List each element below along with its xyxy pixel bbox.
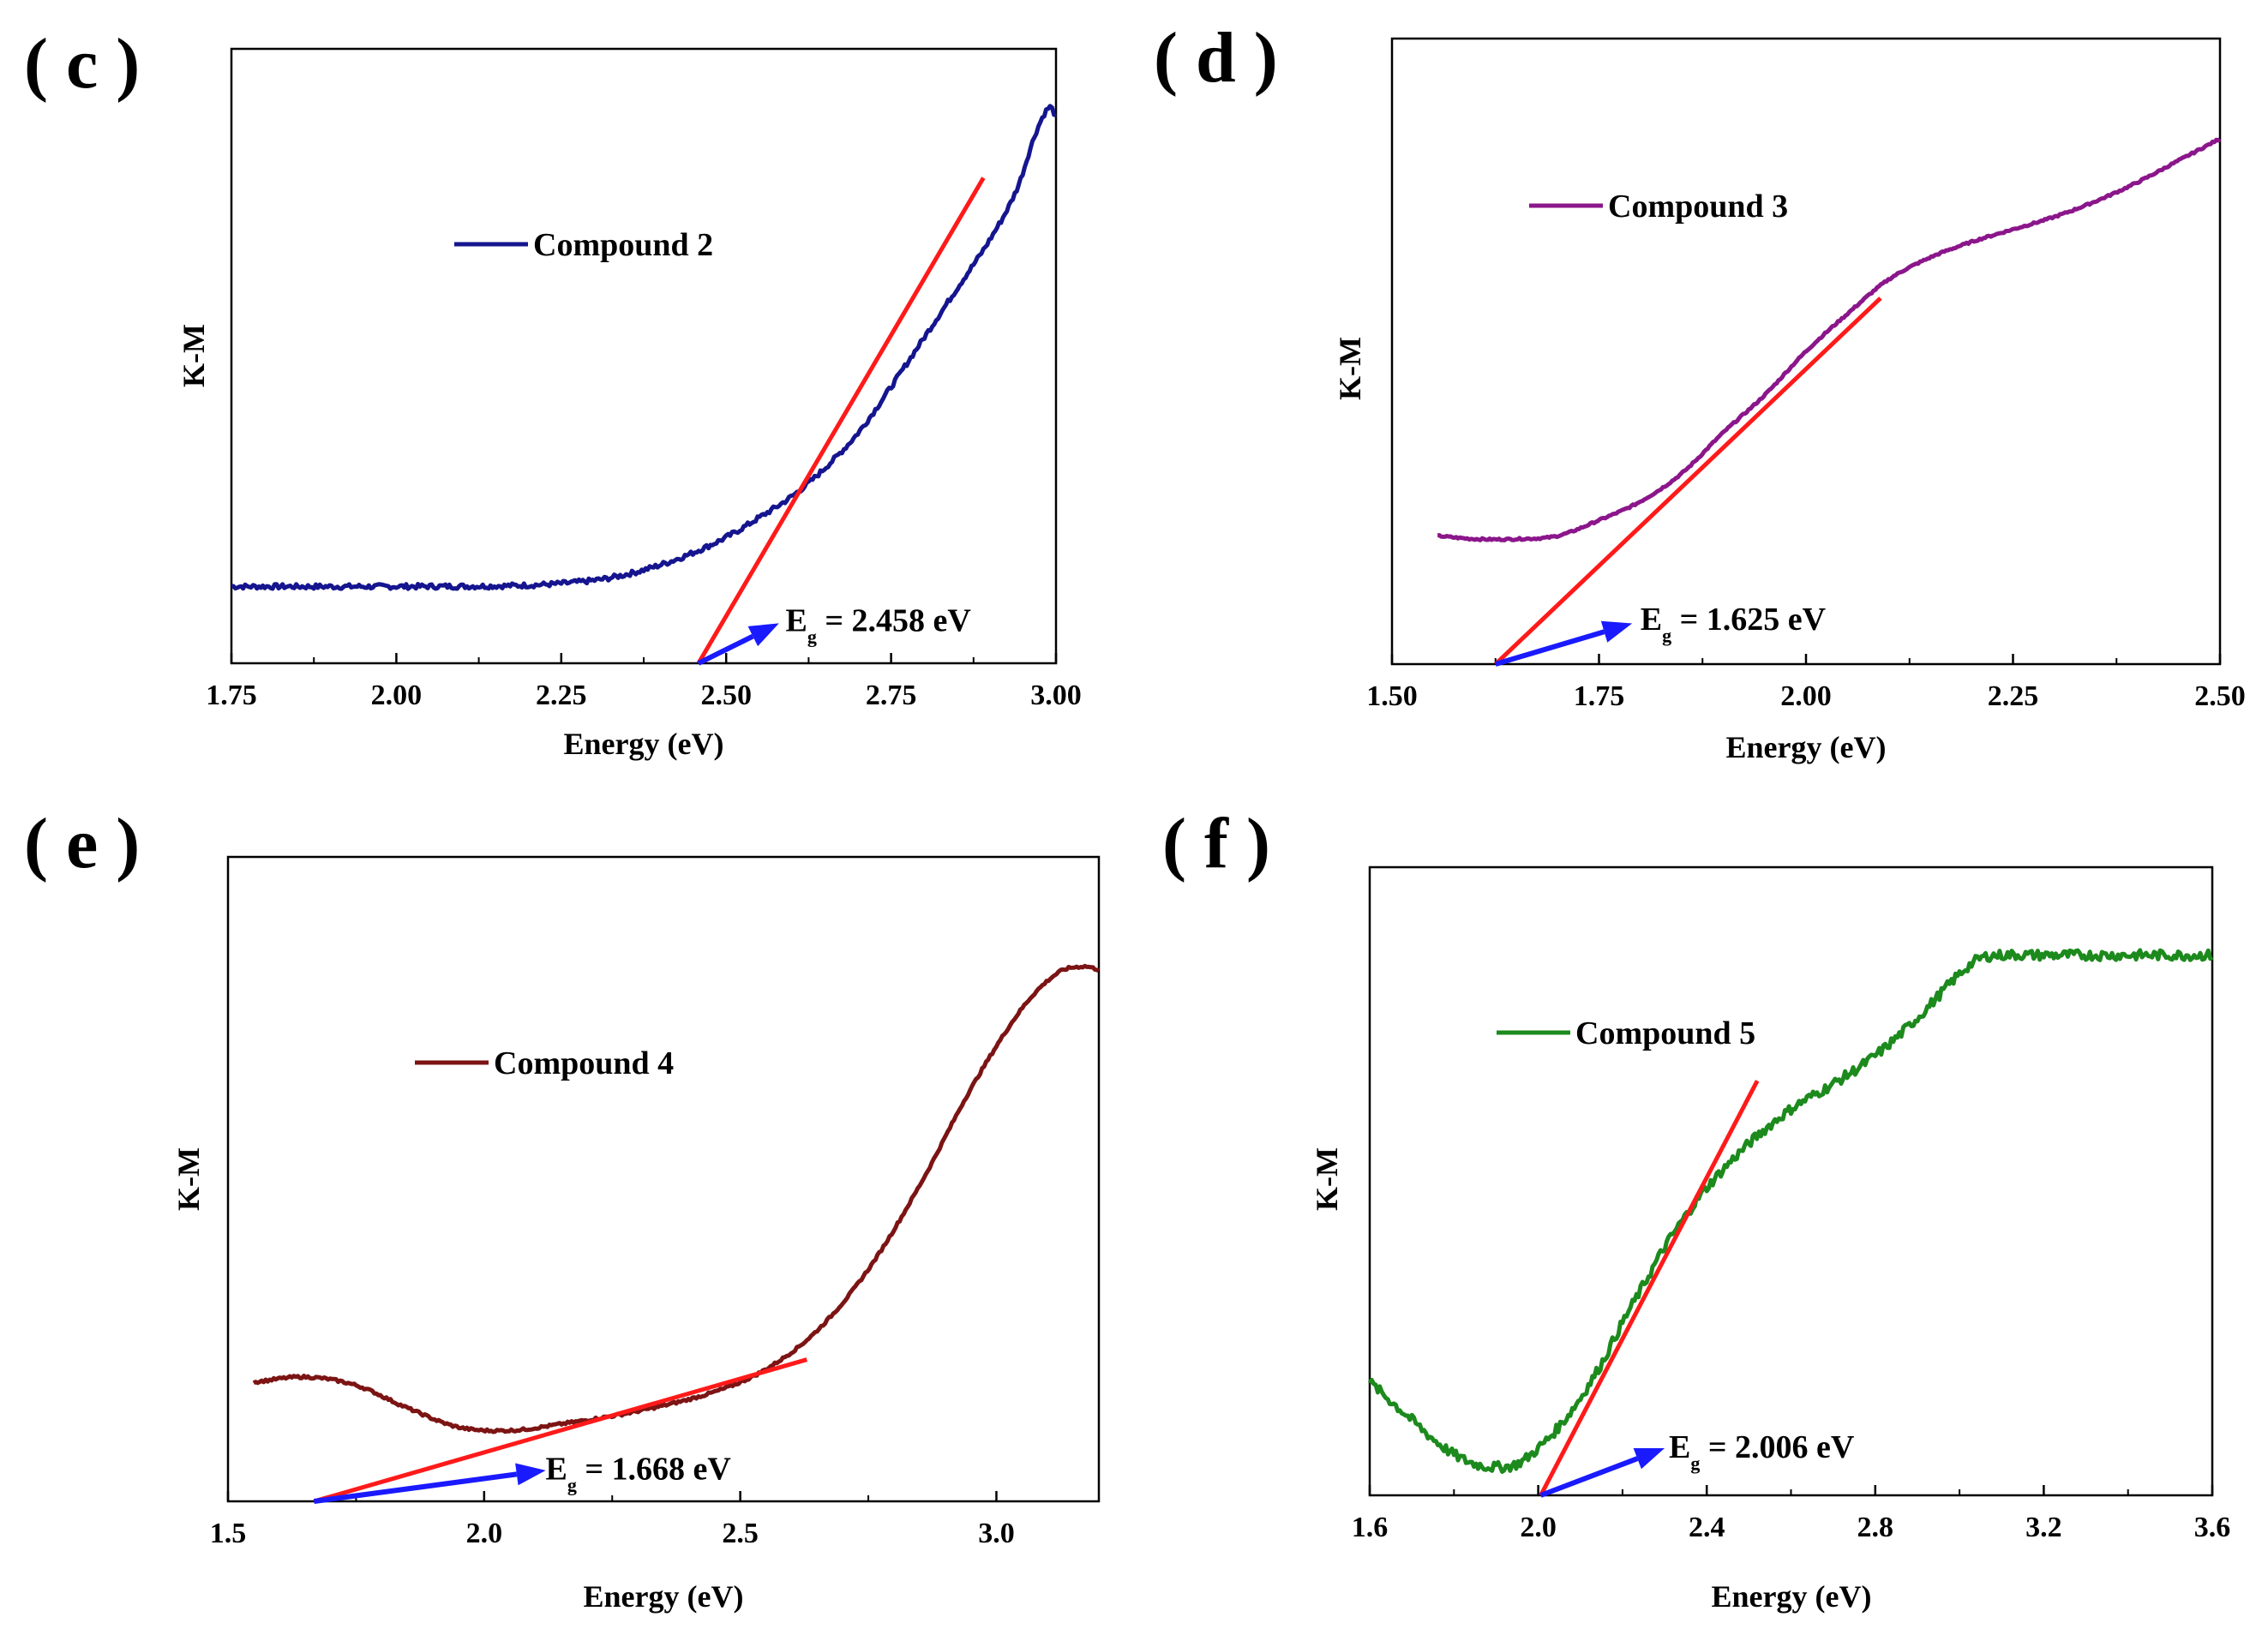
x-tick-label-c: 2.75 <box>866 680 917 711</box>
x-tick-label-d: 2.50 <box>2194 680 2246 712</box>
x-tick-label-c: 2.25 <box>536 680 587 711</box>
plot-content-f: 1.6 2.0 2.4 2.8 3.2 3.6 Eg = 2.006 eV Compound … <box>1352 948 2231 1543</box>
eg-arrow-e <box>314 1471 518 1504</box>
legend-label-e: Compound 4 <box>494 1045 674 1081</box>
x-tick-label-f: 3.2 <box>2025 1512 2062 1543</box>
tangent-line-c <box>696 177 986 665</box>
panel-f: ( f ) 1.6 2.0 2.4 2.8 3.2 3.6 Eg = 2.006 eV Com… <box>1162 804 2230 1614</box>
plot-content-d: 1.50 1.75 2.00 2.25 2.50 Eg = 1.625 eV Compoun… <box>1366 137 2246 712</box>
panel-c: ( c ) 1.75 2.00 2.25 2.50 2.75 3.00 Eg = 2.458… <box>24 24 1082 761</box>
tangent-line-e <box>313 1357 808 1504</box>
plot-frame-e <box>226 855 1101 1503</box>
x-tick-label-d: 2.00 <box>1780 680 1832 712</box>
eg-arrow-c <box>697 633 754 666</box>
x-tick-label-c: 1.75 <box>206 680 257 711</box>
y-axis-title-d: K-M <box>1333 337 1367 400</box>
series-line-e <box>252 963 1100 1434</box>
x-tick-label-c: 3.00 <box>1030 680 1082 711</box>
eg-arrow-d <box>1494 629 1605 667</box>
x-tick-label-f: 2.8 <box>1857 1512 1894 1543</box>
panel-label-d: ( d ) <box>1154 18 1278 98</box>
eg-value-label-f: Eg = 2.006 eV <box>1669 1429 1855 1474</box>
eg-arrowhead-c <box>747 623 779 647</box>
panel-label-f: ( f ) <box>1162 804 1270 883</box>
x-tick-label-e: 1.5 <box>210 1518 247 1549</box>
legend-label-d: Compound 3 <box>1608 189 1788 225</box>
x-tick-label-f: 1.6 <box>1352 1512 1389 1543</box>
y-axis-title-c: K-M <box>177 324 211 387</box>
panel-label-c: ( c ) <box>24 24 140 104</box>
y-axis-title-e: K-M <box>171 1147 206 1211</box>
x-tick-label-e: 2.5 <box>722 1518 759 1549</box>
eg-value-label-e: Eg = 1.668 eV <box>546 1451 732 1495</box>
x-axis-title-f: Energy (eV) <box>1712 1579 1872 1614</box>
x-tick-label-f: 3.6 <box>2194 1512 2231 1543</box>
x-tick-label-e: 2.0 <box>466 1518 503 1549</box>
y-axis-title-f: K-M <box>1310 1147 1344 1211</box>
panel-label-e: ( e ) <box>24 804 140 883</box>
x-tick-label-c: 2.50 <box>700 680 752 711</box>
eg-arrowhead-e <box>515 1463 546 1486</box>
tangent-line-f <box>1539 1080 1760 1497</box>
series-line-d <box>1437 137 2222 542</box>
legend-label-c: Compound 2 <box>533 227 713 263</box>
x-axis-title-e: Energy (eV) <box>584 1579 744 1614</box>
x-tick-label-e: 3.0 <box>978 1518 1015 1549</box>
x-axis-title-c: Energy (eV) <box>564 727 724 761</box>
x-tick-label-f: 2.4 <box>1689 1512 1725 1543</box>
eg-value-label-d: Eg = 1.625 eV <box>1641 602 1827 646</box>
x-axis-title-d: Energy (eV) <box>1726 730 1887 764</box>
legend-label-f: Compound 5 <box>1575 1015 1755 1051</box>
x-tick-label-d: 1.75 <box>1574 680 1625 712</box>
eg-arrowhead-d <box>1600 620 1633 643</box>
x-tick-label-c: 2.00 <box>371 680 423 711</box>
plot-content-c: 1.75 2.00 2.25 2.50 2.75 3.00 Eg = 2.458 eV Com… <box>206 104 1082 711</box>
eg-value-label-c: Eg = 2.458 eV <box>785 603 971 648</box>
panel-e: ( e ) 1.5 2.0 2.5 3.0 Eg = 1.668 eV Compound … <box>24 804 1101 1614</box>
tangent-line-d <box>1494 296 1882 666</box>
x-tick-label-d: 1.50 <box>1366 680 1418 712</box>
plot-content-e: 1.5 2.0 2.5 3.0 Eg = 1.668 eV Compound 4 <box>210 963 1100 1549</box>
eg-arrow-f <box>1539 1456 1639 1498</box>
eg-arrowhead-f <box>1633 1447 1665 1470</box>
panel-d: ( d ) 1.50 1.75 2.00 2.25 2.50 Eg = 1.625 eV C… <box>1154 18 2246 764</box>
x-tick-label-d: 2.25 <box>1988 680 2039 712</box>
series-line-c <box>231 104 1057 591</box>
x-tick-label-f: 2.0 <box>1520 1512 1557 1543</box>
series-line-f <box>1367 948 2214 1474</box>
